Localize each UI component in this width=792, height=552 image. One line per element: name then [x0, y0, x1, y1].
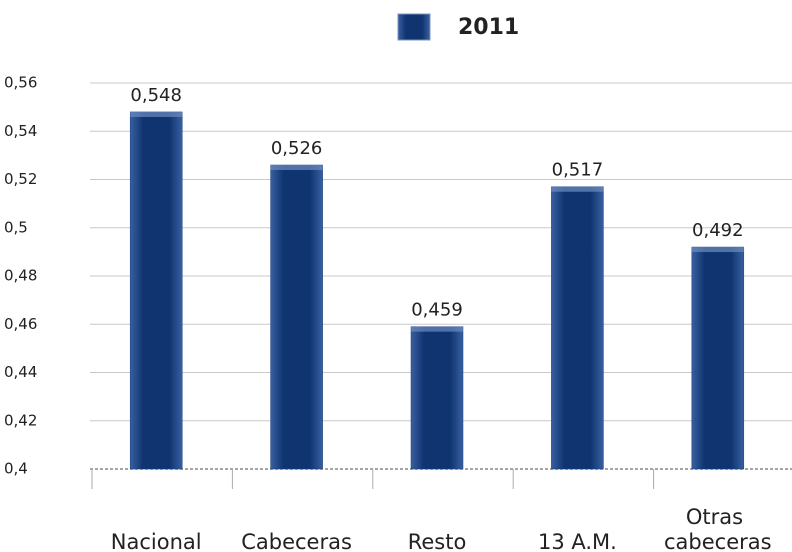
bar-highlight	[130, 111, 183, 117]
data-label: 0,492	[692, 220, 744, 241]
bar-highlight	[411, 326, 463, 332]
bar	[129, 111, 183, 470]
data-label: 0,526	[271, 138, 323, 159]
legend-label: 2011	[458, 15, 519, 40]
bar	[551, 186, 604, 470]
x-tick-label: Cabeceras	[241, 530, 352, 552]
x-tick-label: 13 A.M.	[538, 530, 617, 552]
bar-highlight	[551, 186, 604, 192]
y-tick-label: 0,52	[4, 170, 37, 188]
bar	[691, 246, 745, 470]
data-label: 0,459	[411, 300, 463, 321]
bar-highlight	[270, 165, 323, 171]
y-tick-label: 0,48	[4, 267, 37, 285]
y-tick-label: 0,56	[4, 74, 37, 92]
x-tick-label: Resto	[408, 530, 467, 552]
y-tick-label: 0,4	[4, 460, 28, 478]
y-tick-label: 0,5	[4, 218, 28, 236]
x-tick-label: Nacional	[111, 530, 202, 552]
legend-swatch	[397, 13, 431, 41]
bar	[270, 164, 323, 470]
x-tick-label: Otras cabeceras	[664, 505, 772, 552]
y-tick-label: 0,46	[4, 315, 37, 333]
bar-highlight	[691, 247, 744, 253]
y-tick-label: 0,54	[4, 122, 37, 140]
data-label: 0,548	[130, 85, 182, 106]
y-tick-label: 0,44	[4, 363, 37, 381]
y-tick-label: 0,42	[4, 411, 37, 429]
data-label: 0,517	[552, 160, 604, 181]
bar	[410, 326, 464, 470]
